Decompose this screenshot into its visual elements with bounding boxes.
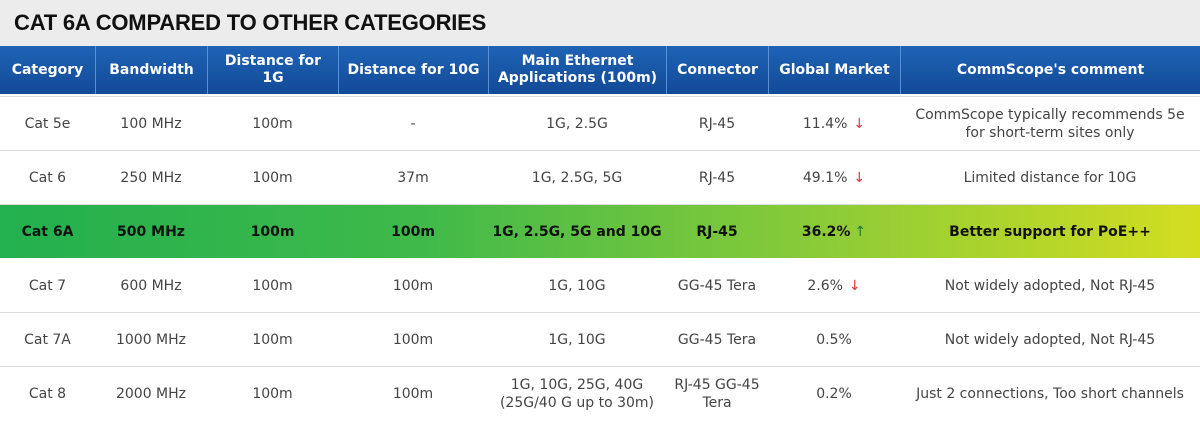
table-row: Cat 7A 1000 MHz 100m 100m 1G, 10G GG-45 … (0, 313, 1200, 367)
cell-distance-1g: 100m (207, 205, 338, 259)
market-value: 2.6% (807, 277, 843, 294)
market-value: 0.2% (816, 385, 852, 402)
cell-distance-1g: 100m (207, 313, 338, 367)
market-value: 11.4% (802, 115, 848, 132)
page-title: CAT 6A COMPARED TO OTHER CATEGORIES (14, 10, 487, 35)
cell-global-market: 11.4% ↓ (768, 97, 900, 151)
arrow-down-icon: ↓ (853, 169, 866, 186)
cell-applications: 1G, 10G, 25G, 40G (25G/40 G up to 30m) (499, 376, 655, 411)
cell-comment: Not widely adopted, Not RJ-45 (900, 313, 1200, 367)
cell-category: Cat 8 (28, 385, 67, 402)
arrow-down-icon: ↓ (848, 277, 861, 294)
cell-connector: GG-45 Tera (666, 259, 768, 313)
header-applications: Main Ethernet Applications (100m) (488, 46, 666, 94)
cell-connector: RJ-45 GG-45 Tera (674, 376, 760, 411)
cell-bandwidth: 1000 MHz (95, 313, 207, 367)
cell-comment: Not widely adopted, Not RJ-45 (900, 259, 1200, 313)
cell-distance-1g: 100m (207, 97, 338, 151)
cell-comment: Better support for PoE++ (900, 205, 1200, 259)
cell-bandwidth: 2000 MHz (115, 385, 187, 402)
cell-applications: 1G, 2.5G, 5G (488, 151, 666, 205)
cell-distance-10g: 100m (392, 385, 434, 402)
cell-category: Cat 7 (0, 259, 95, 313)
cell-global-market: 2.6% ↓ (768, 259, 900, 313)
table-row: Cat 7 600 MHz 100m 100m 1G, 10G GG-45 Te… (0, 259, 1200, 313)
arrow-up-icon: ↑ (854, 223, 867, 240)
table-row: Cat 8 2000 MHz 100m 100m 1G, 10G, 25G, 4… (0, 367, 1200, 420)
cell-category: Cat 7A (0, 313, 95, 367)
table-row: Cat 5e 100 MHz 100m - 1G, 2.5G RJ-45 11.… (0, 97, 1200, 151)
cell-connector: RJ-45 (666, 205, 768, 259)
comparison-table: Category Bandwidth Distance for 1G Dista… (0, 46, 1200, 420)
cell-category: Cat 6 (0, 151, 95, 205)
cell-category: Cat 6A (0, 205, 95, 259)
market-value: 0.5% (816, 331, 852, 348)
cell-bandwidth: 250 MHz (95, 151, 207, 205)
cell-category: Cat 5e (0, 97, 95, 151)
header-connector: Connector (666, 46, 768, 94)
header-global-market: Global Market (768, 46, 900, 94)
cell-distance-1g: 100m (207, 151, 338, 205)
cell-connector: GG-45 Tera (666, 313, 768, 367)
cell-global-market: 0.2% (768, 367, 900, 420)
cell-distance-10g: 37m (338, 151, 488, 205)
title-bar: CAT 6A COMPARED TO OTHER CATEGORIES (0, 0, 1200, 46)
cell-global-market: 36.2% ↑ (768, 205, 900, 259)
cell-distance-1g: 100m (207, 259, 338, 313)
cell-comment: Just 2 connections, Too short channels (916, 385, 1184, 402)
market-value: 36.2% (801, 223, 851, 240)
cell-comment: Limited distance for 10G (900, 151, 1200, 205)
cell-applications: 1G, 10G (488, 313, 666, 367)
cell-connector: RJ-45 (666, 151, 768, 205)
cell-global-market: 0.5% (768, 313, 900, 367)
cell-distance-10g: 100m (338, 313, 488, 367)
cell-applications: 1G, 10G (488, 259, 666, 313)
cell-connector: RJ-45 (666, 97, 768, 151)
table-row-highlighted: Cat 6A 500 MHz 100m 100m 1G, 2.5G, 5G an… (0, 205, 1200, 259)
cell-global-market: 49.1% ↓ (768, 151, 900, 205)
cell-distance-10g: 100m (338, 259, 488, 313)
cell-bandwidth: 500 MHz (95, 205, 207, 259)
header-row: Category Bandwidth Distance for 1G Dista… (0, 46, 1200, 94)
cell-comment: CommScope typically recommends 5e for sh… (900, 97, 1200, 151)
header-distance-1g: Distance for 1G (207, 46, 338, 94)
cell-applications: 1G, 2.5G, 5G and 10G (488, 205, 666, 259)
table-row: Cat 6 250 MHz 100m 37m 1G, 2.5G, 5G RJ-4… (0, 151, 1200, 205)
header-bandwidth: Bandwidth (95, 46, 207, 94)
market-value: 49.1% (802, 169, 848, 186)
header-category: Category (0, 46, 95, 94)
cell-applications: 1G, 2.5G (488, 97, 666, 151)
cell-distance-1g: 100m (252, 385, 293, 402)
cell-bandwidth: 100 MHz (95, 97, 207, 151)
header-distance-10g: Distance for 10G (338, 46, 488, 94)
header-comment: CommScope's comment (900, 46, 1200, 94)
cell-distance-10g: 100m (338, 205, 488, 259)
cell-bandwidth: 600 MHz (95, 259, 207, 313)
cell-distance-10g: - (338, 97, 488, 151)
arrow-down-icon: ↓ (853, 115, 866, 132)
